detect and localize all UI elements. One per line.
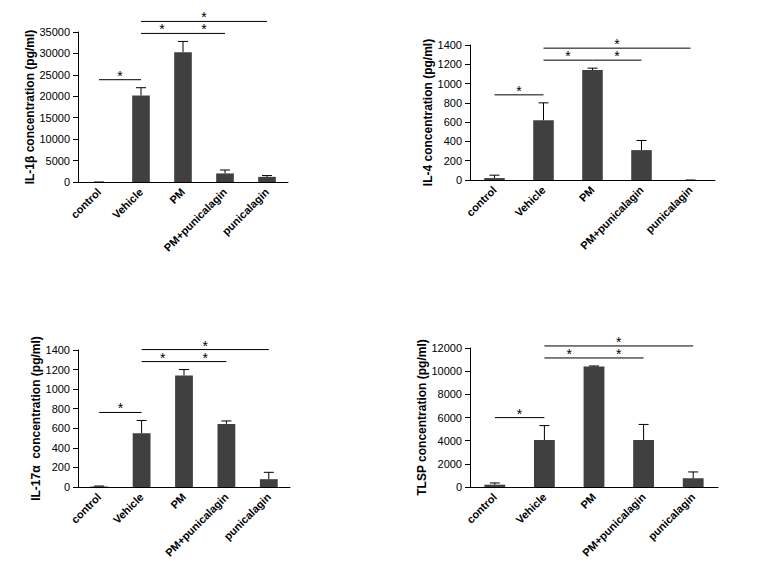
svg-text:600: 600 bbox=[444, 116, 462, 128]
svg-text:*: * bbox=[202, 338, 208, 354]
svg-text:Vehicle: Vehicle bbox=[513, 491, 548, 526]
svg-text:1200: 1200 bbox=[46, 364, 70, 376]
svg-text:1000: 1000 bbox=[438, 78, 462, 90]
svg-text:IL-17α concentration (pg/ml): IL-17α concentration (pg/ml) bbox=[29, 336, 43, 501]
svg-text:Vehicle: Vehicle bbox=[110, 186, 145, 221]
svg-text:PM: PM bbox=[577, 184, 597, 204]
svg-text:1400: 1400 bbox=[46, 344, 70, 356]
svg-text:PM+punicalagin: PM+punicalagin bbox=[578, 184, 646, 252]
svg-text:control: control bbox=[464, 184, 499, 219]
svg-text:*: * bbox=[117, 68, 123, 84]
svg-text:punicalagin: punicalagin bbox=[646, 491, 698, 543]
svg-text:Vehicle: Vehicle bbox=[111, 491, 146, 526]
svg-text:15000: 15000 bbox=[39, 112, 70, 124]
svg-text:punicalagin: punicalagin bbox=[221, 491, 273, 543]
svg-text:800: 800 bbox=[52, 403, 70, 415]
svg-text:25000: 25000 bbox=[39, 69, 70, 81]
svg-text:35000: 35000 bbox=[39, 26, 70, 38]
svg-text:*: * bbox=[160, 350, 166, 366]
svg-text:5000: 5000 bbox=[46, 155, 70, 167]
svg-text:0: 0 bbox=[64, 481, 70, 493]
svg-text:*: * bbox=[201, 9, 207, 25]
svg-text:600: 600 bbox=[52, 422, 70, 434]
svg-text:200: 200 bbox=[444, 155, 462, 167]
svg-text:Vehicle: Vehicle bbox=[512, 184, 547, 219]
svg-text:2000: 2000 bbox=[438, 458, 462, 470]
svg-text:*: * bbox=[566, 346, 572, 362]
svg-text:control: control bbox=[464, 491, 499, 526]
svg-text:1000: 1000 bbox=[46, 383, 70, 395]
svg-text:PM: PM bbox=[168, 491, 188, 511]
svg-text:0: 0 bbox=[456, 481, 462, 493]
svg-text:PM: PM bbox=[578, 491, 598, 511]
svg-text:12000: 12000 bbox=[431, 342, 462, 354]
svg-text:*: * bbox=[118, 400, 124, 416]
svg-text:10000: 10000 bbox=[39, 133, 70, 145]
svg-text:800: 800 bbox=[444, 97, 462, 109]
svg-text:8000: 8000 bbox=[438, 388, 462, 400]
svg-text:4000: 4000 bbox=[438, 435, 462, 447]
svg-text:PM+punicalagin: PM+punicalagin bbox=[161, 186, 229, 254]
svg-text:200: 200 bbox=[52, 461, 70, 473]
svg-text:*: * bbox=[159, 21, 165, 37]
svg-text:6000: 6000 bbox=[438, 412, 462, 424]
svg-text:PM: PM bbox=[167, 186, 187, 206]
svg-text:1400: 1400 bbox=[438, 39, 462, 51]
svg-text:TLSP concentration (pg/ml): TLSP concentration (pg/ml) bbox=[415, 339, 429, 495]
svg-text:0: 0 bbox=[456, 174, 462, 186]
svg-text:control: control bbox=[69, 491, 104, 526]
svg-text:30000: 30000 bbox=[39, 47, 70, 59]
svg-text:*: * bbox=[616, 334, 622, 350]
svg-text:punicalagin: punicalagin bbox=[220, 186, 272, 238]
svg-text:IL-4 concentration (pg/ml): IL-4 concentration (pg/ml) bbox=[421, 39, 435, 186]
svg-text:*: * bbox=[565, 48, 571, 64]
svg-text:20000: 20000 bbox=[39, 90, 70, 102]
svg-text:*: * bbox=[516, 83, 522, 99]
svg-text:400: 400 bbox=[444, 135, 462, 147]
svg-text:*: * bbox=[614, 36, 620, 52]
svg-text:PM+punicalagin: PM+punicalagin bbox=[163, 491, 231, 559]
svg-text:IL-1β concentration (pg/ml): IL-1β concentration (pg/ml) bbox=[23, 30, 37, 185]
svg-text:punicalagin: punicalagin bbox=[643, 184, 695, 236]
svg-text:400: 400 bbox=[52, 442, 70, 454]
svg-text:10000: 10000 bbox=[431, 365, 462, 377]
svg-text:PM+punicalagin: PM+punicalagin bbox=[580, 491, 648, 559]
svg-text:control: control bbox=[68, 186, 103, 221]
svg-text:0: 0 bbox=[64, 176, 70, 188]
svg-text:1200: 1200 bbox=[438, 58, 462, 70]
svg-text:*: * bbox=[517, 406, 523, 422]
